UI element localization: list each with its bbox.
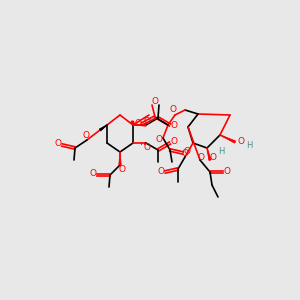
Text: O: O xyxy=(224,167,230,176)
Polygon shape xyxy=(207,148,211,160)
Polygon shape xyxy=(220,135,236,143)
Text: O: O xyxy=(55,140,62,148)
Text: H: H xyxy=(246,142,252,151)
Text: O: O xyxy=(143,116,151,125)
Text: O: O xyxy=(209,152,217,161)
Text: O: O xyxy=(170,137,178,146)
Text: O: O xyxy=(143,142,151,152)
Text: O: O xyxy=(152,97,158,106)
Text: O: O xyxy=(89,169,97,178)
Polygon shape xyxy=(133,124,146,126)
Text: O: O xyxy=(182,148,188,158)
Text: O: O xyxy=(155,136,163,145)
Text: O: O xyxy=(158,167,164,176)
Text: O: O xyxy=(169,106,176,115)
Text: O: O xyxy=(170,122,178,130)
Text: H: H xyxy=(218,148,224,157)
Text: O: O xyxy=(134,118,142,127)
Text: O: O xyxy=(184,148,190,157)
Polygon shape xyxy=(119,152,121,165)
Text: O: O xyxy=(118,164,125,173)
Text: O: O xyxy=(197,152,205,161)
Polygon shape xyxy=(99,125,107,131)
Text: O: O xyxy=(238,137,244,146)
Text: O: O xyxy=(82,131,89,140)
